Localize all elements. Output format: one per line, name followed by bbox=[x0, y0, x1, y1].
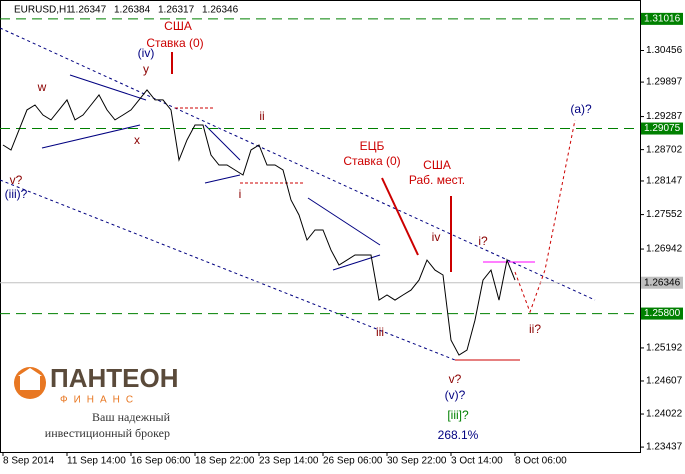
annotation: y bbox=[143, 62, 149, 76]
annotation: x bbox=[134, 133, 140, 147]
annotation: (v)? bbox=[445, 388, 466, 402]
annotation: i bbox=[239, 187, 242, 201]
annotation: v? bbox=[449, 372, 462, 386]
logo: ПАНТЕОН ФИНАНС Ваш надежный инвестиционн… bbox=[14, 363, 178, 440]
annotation: w bbox=[37, 80, 47, 94]
annotation: ЕЦБ bbox=[360, 139, 385, 153]
annotation: Ставка (0) bbox=[146, 36, 203, 50]
logo-sub: ФИНАНС bbox=[60, 395, 139, 406]
plot-frame bbox=[0, 0, 641, 453]
logo-line: инвестиционный брокер bbox=[45, 426, 170, 440]
trend-lines bbox=[0, 27, 596, 361]
y-tick-label: 1.23437 bbox=[646, 442, 683, 453]
x-tick-label: 18 Sep 22:00 bbox=[195, 456, 255, 467]
annotation: США bbox=[164, 19, 192, 33]
level-label: 1.31016 bbox=[644, 14, 681, 25]
ohlc-value: 1.26346 bbox=[202, 5, 239, 16]
price-line bbox=[2, 89, 516, 356]
y-tick-label: 1.24607 bbox=[646, 376, 683, 387]
annotation: v? bbox=[10, 173, 23, 187]
annotation: США bbox=[423, 158, 451, 172]
ohlc-value: 1.26347 bbox=[70, 5, 107, 16]
level-box bbox=[641, 12, 683, 25]
y-tick-label: 1.26942 bbox=[646, 244, 683, 255]
annotation: (iii)? bbox=[5, 187, 28, 201]
annotation: (a)? bbox=[570, 102, 592, 116]
x-tick-label: 30 Sep 22:00 bbox=[387, 456, 447, 467]
y-tick-label: 1.24022 bbox=[646, 409, 683, 420]
annotation: Раб. мест. bbox=[409, 173, 465, 187]
x-tick-label: 8 Oct 06:00 bbox=[515, 456, 567, 467]
level-label: 1.26346 bbox=[644, 277, 681, 288]
level-label: 1.29075 bbox=[644, 123, 681, 134]
ohlc-value: 1.26317 bbox=[158, 5, 195, 16]
annotation: Ставка (0) bbox=[343, 154, 400, 168]
x-tick-label: 3 Oct 14:00 bbox=[451, 456, 503, 467]
level-box bbox=[641, 276, 683, 289]
y-tick-label: 1.28702 bbox=[646, 144, 683, 155]
annotation: [iii]? bbox=[447, 408, 469, 422]
x-tick-label: 8 Sep 2014 bbox=[3, 456, 55, 467]
level-box bbox=[641, 307, 683, 320]
logo-name: ПАНТЕОН bbox=[50, 363, 178, 393]
x-tick-label: 26 Sep 06:00 bbox=[323, 456, 383, 467]
annotation: 268.1% bbox=[438, 428, 479, 442]
annotation: (iv) bbox=[138, 46, 155, 60]
x-tick-label: 23 Sep 14:00 bbox=[259, 456, 319, 467]
annotation: iv bbox=[432, 230, 441, 244]
x-tick-label: 11 Sep 14:00 bbox=[67, 456, 126, 467]
annotation: ii bbox=[259, 109, 264, 123]
y-tick-label: 1.30456 bbox=[646, 45, 683, 56]
annotation: iii bbox=[376, 325, 384, 339]
x-tick-label: 16 Sep 06:00 bbox=[131, 456, 191, 467]
y-tick-label: 1.25192 bbox=[646, 343, 683, 354]
logo-line: Ваш надежный bbox=[92, 410, 171, 424]
level-label: 1.25800 bbox=[644, 308, 681, 319]
y-tick-label: 1.27552 bbox=[646, 209, 683, 220]
annotation: ii? bbox=[529, 322, 541, 336]
chart-title: EURUSD,H1 bbox=[14, 5, 72, 16]
annotation: i? bbox=[478, 234, 488, 248]
y-tick-label: 1.28147 bbox=[646, 176, 683, 187]
y-tick-label: 1.29287 bbox=[646, 111, 683, 122]
y-tick-label: 1.29897 bbox=[646, 77, 683, 88]
ohlc-value: 1.26384 bbox=[114, 5, 151, 16]
level-box bbox=[641, 122, 683, 135]
